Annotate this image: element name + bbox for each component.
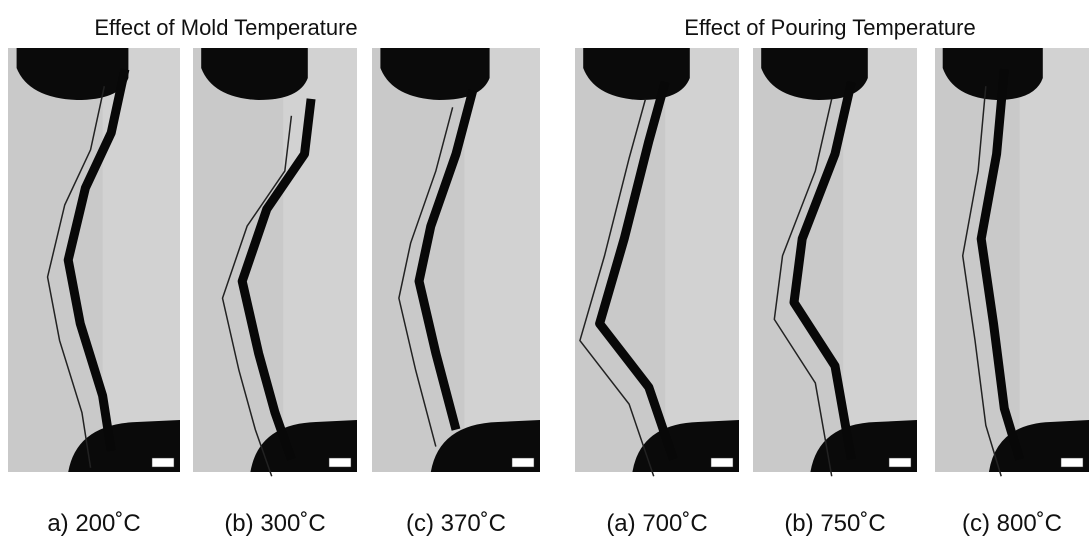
crack-branch <box>773 98 833 477</box>
caption: (b) 750˚C <box>784 510 885 537</box>
crack-branch <box>579 98 655 477</box>
group-title: Effect of Mold Temperature <box>94 15 357 40</box>
caption: (a) 700˚C <box>606 510 707 537</box>
micrograph <box>372 48 540 472</box>
tone <box>283 48 357 472</box>
grip-top <box>942 48 1043 100</box>
crack <box>789 80 856 461</box>
micrograph <box>8 48 180 472</box>
crack-branch <box>398 107 454 447</box>
caption: (b) 300˚C <box>224 510 325 537</box>
crack-branch <box>961 86 1002 477</box>
caption: (c) 800˚C <box>962 510 1062 537</box>
scale-bar <box>888 457 912 468</box>
caption: a) 200˚C <box>47 510 140 537</box>
tone <box>1019 48 1089 472</box>
crack <box>237 98 316 461</box>
crack <box>976 68 1025 461</box>
caption: (c) 370˚C <box>406 510 506 537</box>
crack <box>414 89 478 431</box>
crack <box>63 68 130 452</box>
scale-bar <box>710 457 734 468</box>
scale-bar <box>328 457 352 468</box>
tone <box>665 48 739 472</box>
grip-top <box>761 48 868 100</box>
tone <box>464 48 540 472</box>
tone <box>843 48 917 472</box>
scale-bar <box>151 457 175 468</box>
scale-bar <box>511 457 535 468</box>
grip-top <box>16 48 129 100</box>
crack <box>595 80 678 461</box>
micrograph <box>193 48 357 477</box>
grip-top <box>380 48 490 100</box>
grip-top <box>201 48 308 100</box>
crack-branch <box>46 86 106 468</box>
group-title: Effect of Pouring Temperature <box>684 15 975 40</box>
scale-bar <box>1060 457 1084 468</box>
micrograph <box>753 48 917 477</box>
micrograph <box>935 48 1089 477</box>
micrograph <box>575 48 739 477</box>
crack-branch <box>221 115 293 477</box>
